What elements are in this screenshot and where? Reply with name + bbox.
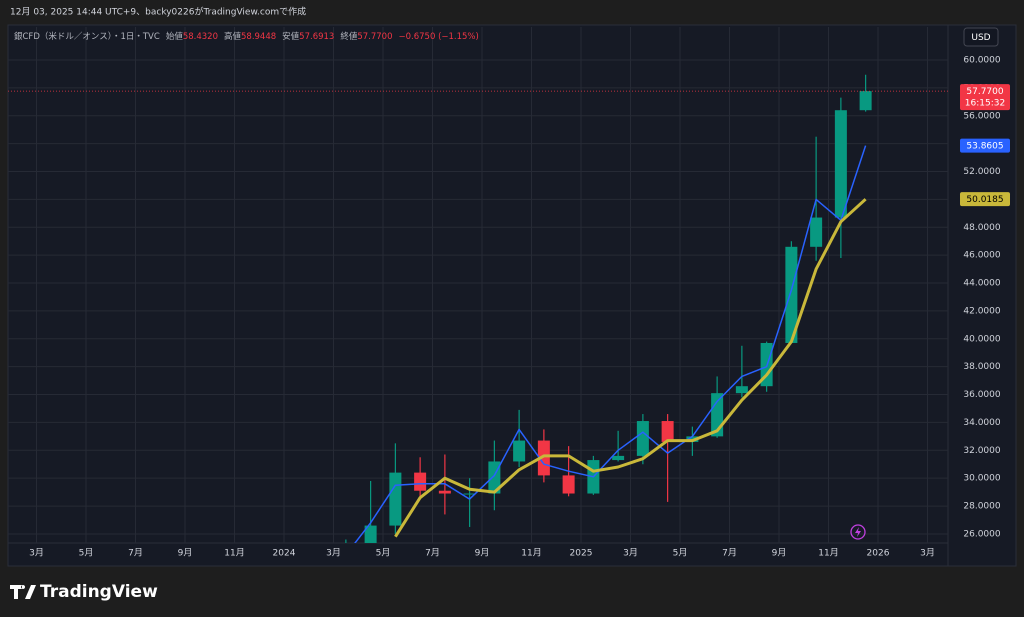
candle-body xyxy=(785,246,798,343)
y-tick-label: 28.0000 xyxy=(963,502,1000,512)
plot xyxy=(8,74,948,543)
candle-body xyxy=(859,91,872,111)
y-tick-label: 46.0000 xyxy=(963,251,1000,261)
x-tick-label: 3月 xyxy=(326,548,341,559)
x-tick-label: 3月 xyxy=(920,548,935,559)
y-tick-label: 32.0000 xyxy=(963,446,1000,456)
x-tick-label: 3月 xyxy=(623,548,638,559)
last-price-label: 57.7700 xyxy=(966,87,1003,97)
y-tick-label: 30.0000 xyxy=(963,474,1000,484)
x-tick-label: 9月 xyxy=(178,548,193,559)
candle-body xyxy=(414,472,427,491)
x-tick-label: 5月 xyxy=(376,548,391,559)
candle-body xyxy=(537,440,550,476)
x-tick-label: 11月 xyxy=(224,548,244,559)
x-tick-label: 11月 xyxy=(818,548,838,559)
y-tick-label: 60.0000 xyxy=(963,56,1000,66)
brand: TradingView xyxy=(40,582,158,602)
legend-label: 安値 xyxy=(282,31,300,42)
brand-logo xyxy=(10,585,36,599)
candle-body xyxy=(661,421,674,442)
moving-average xyxy=(354,145,867,543)
axes: 26.0000 28.0000 30.0000 32.0000 34.0000 36.00… xyxy=(29,56,1010,559)
alert-icon[interactable] xyxy=(850,524,866,540)
y-tick-label: 42.0000 xyxy=(963,306,1000,316)
legend-label: 高値 xyxy=(224,31,242,42)
last-price-badge xyxy=(960,84,1010,111)
countdown: 16:15:32 xyxy=(965,99,1005,109)
candle-body xyxy=(834,110,847,218)
ma-badge xyxy=(960,192,1010,207)
candle-body xyxy=(463,493,476,495)
candle-body xyxy=(562,475,575,494)
header: 12月 03, 2025 14:44 UTC+9、backy0226がTradi… xyxy=(10,6,306,18)
x-tick-label: 9月 xyxy=(475,548,490,559)
y-tick-label: 38.0000 xyxy=(963,362,1000,372)
x-tick-label: 2026 xyxy=(867,549,890,559)
candle-body xyxy=(389,472,402,526)
y-tick-label: 44.0000 xyxy=(963,279,1000,289)
legend-value: 58.4320 xyxy=(183,32,218,42)
y-tick-label: 52.0000 xyxy=(963,167,1000,177)
ma-badge-label: 53.8605 xyxy=(966,142,1003,152)
y-tick-label: 48.0000 xyxy=(963,223,1000,233)
y-tick-label: 26.0000 xyxy=(963,529,1000,539)
legend-change: −0.6750 (−1.15%) xyxy=(399,32,479,42)
x-tick-label: 11月 xyxy=(521,548,541,559)
x-tick-label: 2024 xyxy=(273,549,296,559)
candle-body xyxy=(636,421,649,456)
x-tick-label: 7月 xyxy=(128,548,143,559)
symbol: 銀CFD（米ドル／オンス）・1日・TVC xyxy=(14,31,160,42)
x-tick-label: 5月 xyxy=(79,548,94,559)
x-tick-label: 7月 xyxy=(722,548,737,559)
candle-body xyxy=(513,440,526,462)
legend-value: 58.9448 xyxy=(241,32,276,42)
legend-value: 57.6913 xyxy=(299,32,334,42)
alert-bolt xyxy=(855,527,861,537)
candle-body xyxy=(438,490,451,494)
candle-body xyxy=(612,455,625,461)
candle-body xyxy=(810,217,823,247)
legend-value: 57.7700 xyxy=(357,32,392,42)
moving-average xyxy=(394,198,867,538)
legend-label: 終値 xyxy=(340,31,358,42)
ma-badge-label: 50.0185 xyxy=(966,195,1003,205)
y-tick-label: 36.0000 xyxy=(963,390,1000,400)
grid xyxy=(8,27,948,543)
x-tick-label: 3月 xyxy=(29,548,44,559)
legend: 銀CFD（米ドル／オンス）・1日・TVC 始値58.4320 高値58.9448 安値… xyxy=(14,31,479,42)
legend-label: 始値 xyxy=(166,31,184,42)
candle-body xyxy=(364,525,377,543)
y-tick-label: 34.0000 xyxy=(963,418,1000,428)
currency[interactable]: USD xyxy=(971,33,990,43)
currency-button[interactable] xyxy=(963,27,999,47)
x-tick-label: 2025 xyxy=(570,549,593,559)
x-tick-label: 9月 xyxy=(772,548,787,559)
y-tick-label: 56.0000 xyxy=(963,111,1000,121)
y-tick-label: 40.0000 xyxy=(963,334,1000,344)
candle-body xyxy=(735,386,748,394)
x-tick-label: 7月 xyxy=(425,548,440,559)
ma-badge xyxy=(960,138,1010,153)
x-tick-label: 5月 xyxy=(673,548,688,559)
